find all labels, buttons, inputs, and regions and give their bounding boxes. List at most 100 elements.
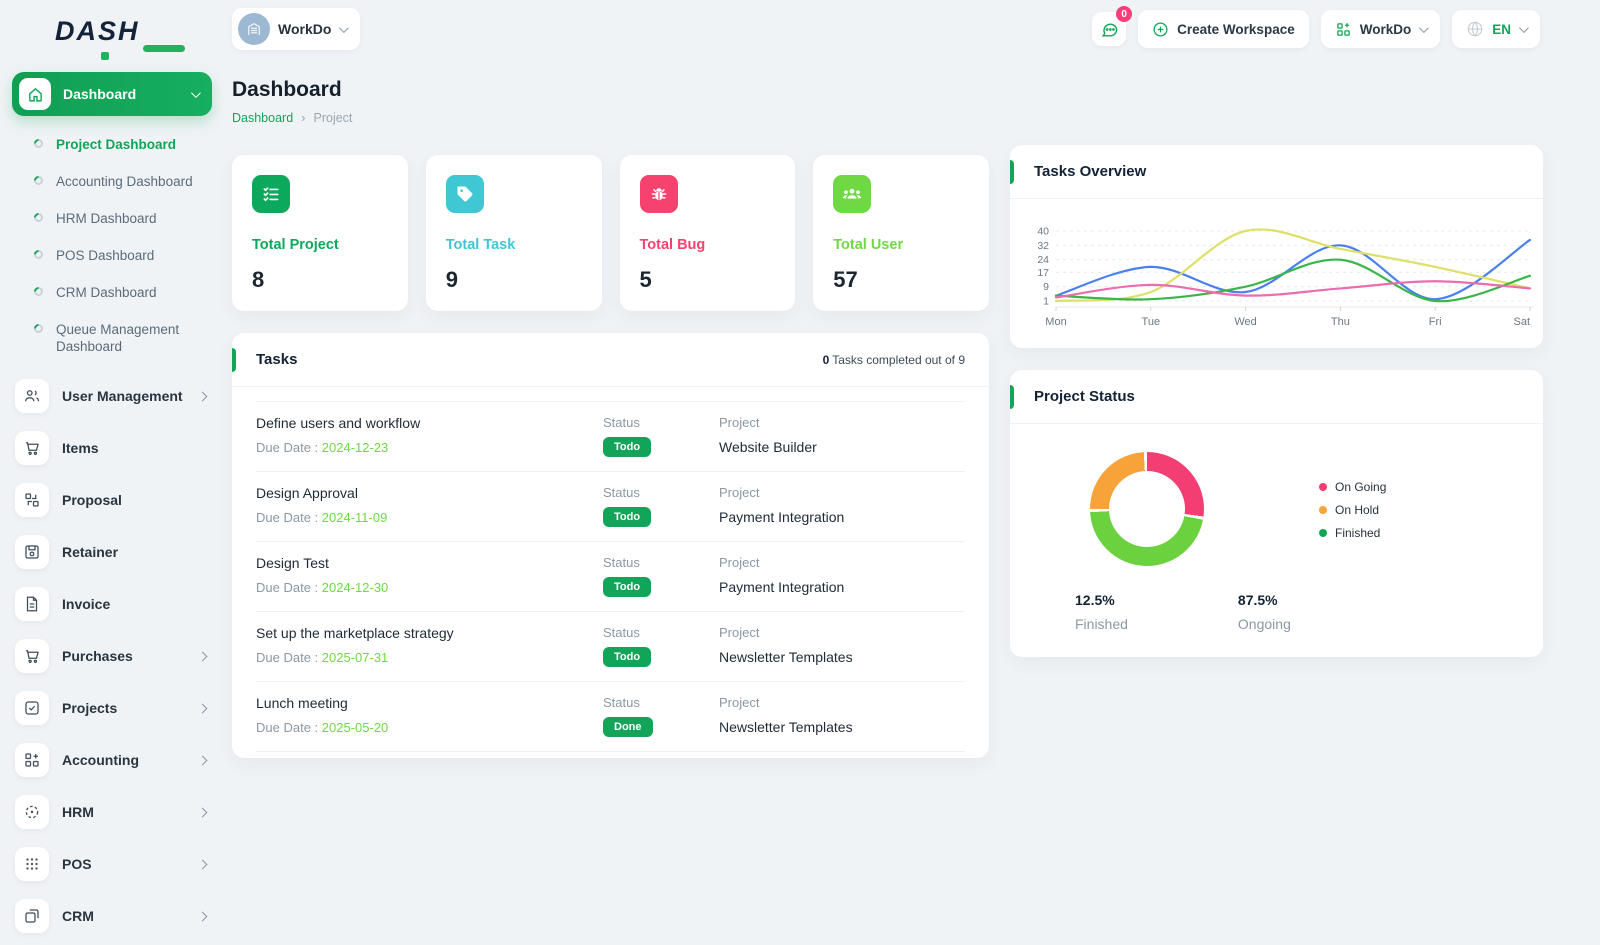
checklist-icon <box>252 175 290 213</box>
chevron-right-icon <box>197 807 208 817</box>
donut-legend: On Going On Hold Finished <box>1319 480 1386 549</box>
status-stat-label: Ongoing <box>1237 616 1291 632</box>
sidebar-item-pos[interactable]: POS <box>12 841 212 887</box>
proposal-icon <box>15 483 49 517</box>
users-icon <box>15 379 49 413</box>
task-due-date: Due Date : 2024-12-23 <box>256 440 389 455</box>
svg-text:24: 24 <box>1037 254 1049 266</box>
workspace-switcher[interactable]: WorkDo <box>1320 10 1441 48</box>
status-stat-label: Finished <box>1075 616 1128 632</box>
sidebar-item-dashboard[interactable]: Dashboard <box>12 72 212 116</box>
create-workspace-button[interactable]: Create Workspace <box>1138 10 1309 48</box>
sidebar-sub-item[interactable]: CRM Dashboard <box>12 274 212 311</box>
task-due-date: Due Date : 2024-11-09 <box>256 510 388 525</box>
sidebar-sub-item[interactable]: Project Dashboard <box>12 126 212 163</box>
status-badge: Done <box>603 717 653 737</box>
task-project: Payment Integration <box>719 579 845 595</box>
sidebar-item-proposal[interactable]: Proposal <box>12 477 212 523</box>
task-project: Newsletter Templates <box>719 649 853 665</box>
project-status-stats: 12.5% Finished 87.5% Ongoing <box>1010 592 1543 632</box>
status-badge: Todo <box>603 507 652 527</box>
sidebar-menu: User Management Items Proposal Retainer … <box>12 373 212 939</box>
tasks-overview-header: Tasks Overview <box>1010 145 1543 199</box>
tasks-overview-title: Tasks Overview <box>1034 163 1147 180</box>
sidebar-item-label: Proposal <box>62 492 122 508</box>
svg-text:Mon: Mon <box>1045 316 1066 328</box>
breadcrumb-current: Project <box>313 110 353 125</box>
chevron-right-icon <box>197 391 208 401</box>
building-icon <box>248 23 260 35</box>
tasks-summary: 0 Tasks completed out of 9 <box>823 353 965 367</box>
status-stat: 12.5% Finished <box>1075 592 1128 632</box>
status-label: Status <box>603 695 640 710</box>
sidebar-item-retainer[interactable]: Retainer <box>12 529 212 575</box>
svg-text:9: 9 <box>1043 281 1049 293</box>
status-badge: Todo <box>603 647 652 667</box>
donut-bullet-icon <box>32 211 45 224</box>
task-row: Design Test Due Date : 2024-12-30 Status… <box>256 542 965 612</box>
status-stat: 87.5% Ongoing <box>1238 592 1291 632</box>
workspace-avatar <box>238 13 270 45</box>
status-badge: Todo <box>603 577 652 597</box>
project-status-body: On Going On Hold Finished <box>1010 424 1543 566</box>
status-label: Status <box>603 485 640 500</box>
sidebar-item-user-management[interactable]: User Management <box>12 373 212 419</box>
sidebar-item-purchases[interactable]: Purchases <box>12 633 212 679</box>
task-row: Lunch meeting Due Date : 2025-05-20 Stat… <box>256 682 965 752</box>
create-workspace-label: Create Workspace <box>1177 21 1295 37</box>
task-project: Newsletter Templates <box>719 719 853 735</box>
chevron-down-icon <box>190 87 201 98</box>
project-label: Project <box>719 485 760 500</box>
breadcrumb: Dashboard › Project <box>232 110 989 125</box>
sidebar-item-accounting[interactable]: Accounting <box>12 737 212 783</box>
stat-value: 5 <box>639 267 652 292</box>
sidebar-item-hrm[interactable]: HRM <box>12 789 212 835</box>
task-due-date: Due Date : 2024-12-30 <box>256 580 389 595</box>
plus-circle-icon <box>1153 21 1168 37</box>
invoice-icon <box>15 587 49 621</box>
status-stat-value: 12.5% <box>1075 592 1115 608</box>
legend-dot-icon <box>1319 506 1327 514</box>
task-title: Design Approval <box>256 485 358 501</box>
svg-text:32: 32 <box>1037 240 1049 252</box>
grid-plus-icon <box>15 743 49 777</box>
stat-label: Total Task <box>445 237 516 253</box>
sidebar-sub-item[interactable]: Queue Management Dashboard <box>12 311 212 365</box>
sidebar-item-label: Invoice <box>62 596 111 612</box>
logo[interactable]: DASH <box>55 16 185 60</box>
legend-item: Finished <box>1319 526 1386 540</box>
retainer-icon <box>15 535 49 569</box>
tasks-summary-count: 0 <box>822 352 830 367</box>
sidebar-item-projects[interactable]: Projects <box>12 685 212 731</box>
sidebar-item-invoice[interactable]: Invoice <box>12 581 212 627</box>
task-project: Payment Integration <box>719 509 845 525</box>
sidebar-sub-item[interactable]: HRM Dashboard <box>12 200 212 237</box>
legend-dot-icon <box>1319 483 1327 491</box>
topbar: DASH WorkDo 0 Create Workspace WorkDo EN <box>0 0 1600 60</box>
project-label: Project <box>719 555 760 570</box>
messages-button[interactable]: 0 <box>1092 6 1133 46</box>
logo-text: DASH <box>55 16 140 46</box>
project-status-header: Project Status <box>1010 370 1543 424</box>
tasks-summary-text: Tasks completed out of 9 <box>832 352 965 367</box>
tasks-card: Tasks 0 Tasks completed out of 9 Define u… <box>232 333 989 758</box>
stat-label: Total Bug <box>639 237 706 253</box>
messages-badge: 0 <box>1116 6 1133 22</box>
sidebar-sub-item[interactable]: POS Dashboard <box>12 237 212 274</box>
language-selector[interactable]: EN <box>1452 10 1540 48</box>
home-icon <box>19 78 51 110</box>
task-due-date: Due Date : 2025-05-20 <box>256 720 389 735</box>
sidebar-item-items[interactable]: Items <box>12 425 212 471</box>
breadcrumb-dashboard-link[interactable]: Dashboard <box>232 110 294 125</box>
users-group-icon <box>833 175 872 213</box>
sidebar-item-label: Projects <box>62 700 118 716</box>
tasks-overview-card: Tasks Overview 40 32 24 17 9 1 Mon Tue Wed Thu Fri… <box>1010 145 1543 348</box>
sidebar-sub-item[interactable]: Accounting Dashboard <box>12 163 212 200</box>
donut-bullet-icon <box>32 322 45 335</box>
tasks-card-title: Tasks <box>256 351 298 368</box>
right-column: Tasks Overview 40 32 24 17 9 1 Mon Tue Wed Thu Fri… <box>1010 145 1543 657</box>
sidebar-item-label: Items <box>62 440 99 456</box>
workspace-selector[interactable]: WorkDo <box>232 8 361 50</box>
chevron-down-icon <box>1518 22 1529 33</box>
sidebar-item-label: User Management <box>62 388 183 404</box>
